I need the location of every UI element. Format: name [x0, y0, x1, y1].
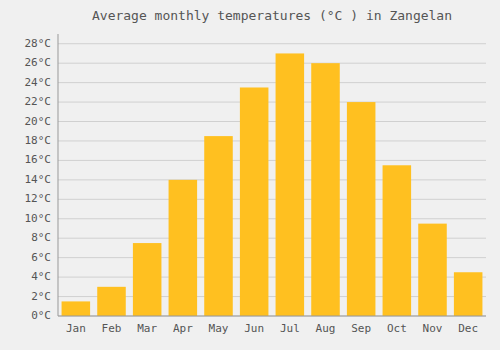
bar [347, 102, 376, 316]
grid-line [58, 218, 486, 219]
y-axis-line [58, 34, 59, 316]
y-tick-label: 2°C [31, 290, 51, 303]
grid-line [58, 63, 486, 64]
x-tick-label: Sep [351, 322, 371, 335]
y-tick-label: 4°C [31, 270, 51, 283]
bar [383, 165, 412, 316]
title: Average monthly temperatures (°C ) in Za… [92, 8, 452, 23]
grid-line [58, 160, 486, 161]
x-tick-label: Apr [173, 322, 193, 335]
bar [97, 287, 126, 316]
y-tick-label: 26°C [25, 56, 52, 69]
grid-line [58, 140, 486, 141]
chart: 0°C 2°C 4°C 6°C 8°C 10°C 12°C 14°C 16°C 18°C 20°C 2… [0, 0, 500, 350]
grid-line [58, 121, 486, 122]
y-tick-label: 8°C [31, 231, 51, 244]
bar [418, 224, 447, 316]
y-tick-label: 10°C [25, 212, 52, 225]
chart-container: 0°C 2°C 4°C 6°C 8°C 10°C 12°C 14°C 16°C 18°C 20°C 2… [0, 0, 500, 350]
y-tick-label: 18°C [25, 134, 52, 147]
y-tick-label: 0°C [31, 309, 51, 322]
bar [240, 87, 269, 316]
x-axis-line [58, 316, 486, 317]
bar [454, 272, 483, 316]
grid-line [58, 82, 486, 83]
y-tick-label: 16°C [25, 153, 52, 166]
x-tick-label: May [209, 322, 229, 335]
y-tick-label: 22°C [25, 95, 52, 108]
y-tick-label: 14°C [25, 173, 52, 186]
grid-line [58, 199, 486, 200]
grid [58, 44, 486, 316]
bar [276, 53, 305, 316]
y-tick-label: 6°C [31, 251, 51, 264]
bar [204, 136, 233, 316]
bars [62, 53, 483, 316]
x-axis: Jan Feb Mar Apr May Jun Jul Aug Sep Oct Nov Dec [66, 322, 478, 335]
grid-line [58, 102, 486, 103]
x-tick-label: Mar [137, 322, 157, 335]
x-tick-label: Jul [280, 322, 300, 335]
grid-line [58, 43, 486, 44]
y-tick-label: 12°C [25, 192, 52, 205]
x-tick-label: Jan [66, 322, 86, 335]
x-tick-label: Dec [458, 322, 478, 335]
grid-line [58, 316, 486, 317]
bar [311, 63, 340, 316]
bar [169, 180, 198, 316]
x-tick-label: Jun [244, 322, 264, 335]
x-tick-label: Feb [102, 322, 122, 335]
y-tick-label: 20°C [25, 115, 52, 128]
x-tick-label: Aug [316, 322, 336, 335]
y-tick-label: 24°C [25, 76, 52, 89]
bar [62, 301, 91, 316]
y-axis: 0°C 2°C 4°C 6°C 8°C 10°C 12°C 14°C 16°C 18°C 20°C 2… [25, 37, 52, 322]
grid-line [58, 179, 486, 180]
y-tick-label: 28°C [25, 37, 52, 50]
x-tick-label: Nov [423, 322, 443, 335]
x-tick-label: Oct [387, 322, 407, 335]
bar [133, 243, 162, 316]
